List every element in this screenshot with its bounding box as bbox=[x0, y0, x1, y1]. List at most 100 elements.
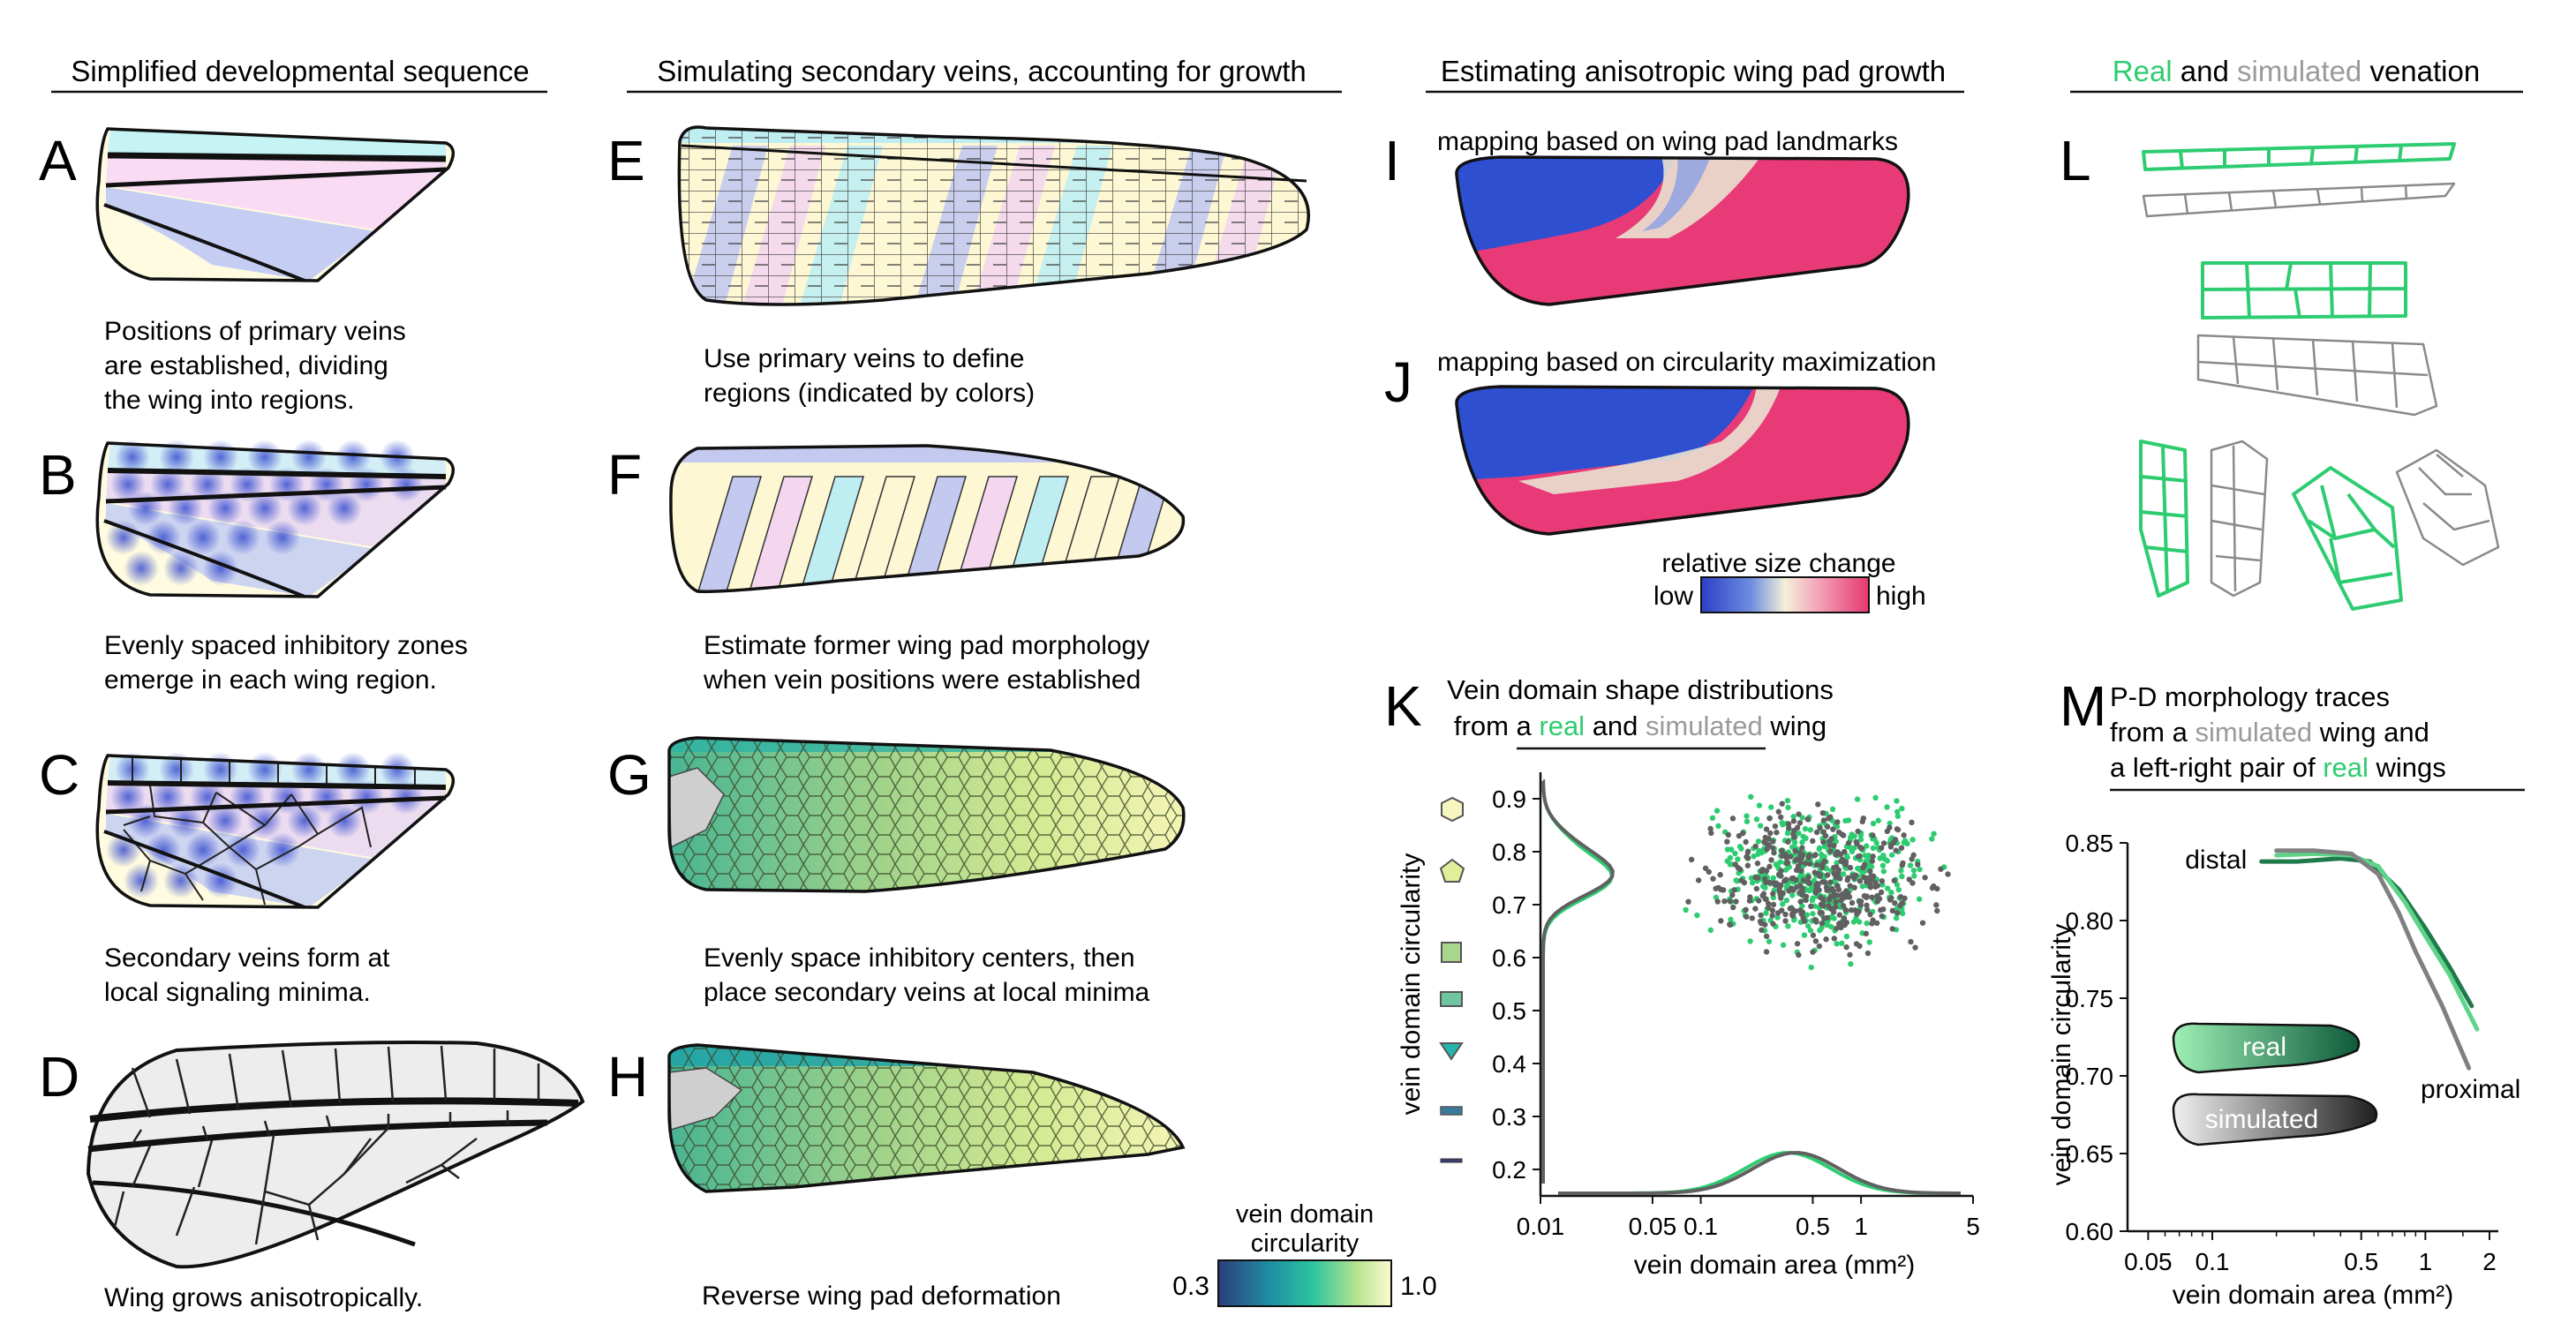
m-title-2b: simulated bbox=[2195, 717, 2312, 748]
k-point bbox=[1837, 876, 1843, 882]
k-point bbox=[1845, 839, 1852, 846]
k-point bbox=[1833, 898, 1839, 906]
k-point bbox=[1804, 923, 1811, 929]
k-point bbox=[1817, 824, 1823, 831]
k-point bbox=[1853, 941, 1860, 947]
m-title-1: P-D morphology traces bbox=[2110, 681, 2390, 712]
k-point bbox=[1779, 907, 1785, 913]
k-density-y bbox=[1541, 779, 1615, 1184]
k-point bbox=[1819, 809, 1827, 816]
panel-letter-h: H bbox=[607, 1045, 648, 1109]
k-point bbox=[1778, 814, 1784, 821]
k-point bbox=[1784, 860, 1791, 866]
m-legend-sim-label: simulated bbox=[2205, 1105, 2318, 1134]
inhibitory-zone bbox=[247, 491, 282, 526]
k-point bbox=[1694, 912, 1700, 919]
k-point bbox=[1816, 943, 1823, 950]
k-point bbox=[1755, 875, 1761, 881]
wing-b-outline bbox=[95, 441, 455, 598]
k-point bbox=[1789, 876, 1795, 882]
k-point bbox=[1792, 908, 1799, 914]
wing-c-vein-1 bbox=[107, 780, 447, 790]
k-point bbox=[1724, 858, 1730, 864]
k-point bbox=[1752, 843, 1759, 850]
sim-strip-2 bbox=[2196, 334, 2438, 417]
k-point bbox=[1842, 921, 1848, 928]
m-x-tick-label: 0.1 bbox=[2196, 1248, 2230, 1275]
k-point bbox=[1757, 823, 1764, 829]
k-point bbox=[1796, 820, 1804, 826]
panel-letter-g: G bbox=[607, 743, 652, 807]
k-point bbox=[1856, 919, 1863, 925]
k-point bbox=[1792, 847, 1798, 854]
k-point bbox=[1748, 793, 1754, 801]
k-point bbox=[1763, 949, 1770, 955]
real-strip-3 bbox=[2139, 440, 2189, 598]
k-point bbox=[1743, 838, 1749, 846]
panel-letter-i: I bbox=[1384, 129, 1400, 192]
inhibitory-zone bbox=[247, 803, 282, 838]
m-legend-sim-swatch bbox=[2172, 1093, 2378, 1146]
k-point bbox=[1811, 903, 1819, 909]
wing-f-fill bbox=[670, 446, 1184, 592]
colorbar-size-title: relative size change bbox=[1661, 549, 1895, 578]
k-y-tick-label: 0.9 bbox=[1492, 786, 1526, 813]
k-title-2d: simulated bbox=[1646, 710, 1763, 741]
wing-b-vein-2 bbox=[105, 485, 447, 504]
wing-c-secondary-veins bbox=[123, 785, 372, 906]
k-point bbox=[1810, 949, 1816, 955]
k-point bbox=[1853, 838, 1859, 846]
sim-strip-1 bbox=[2142, 182, 2456, 218]
k-x-label: vein domain area (mm²) bbox=[1634, 1251, 1915, 1280]
k-point bbox=[1800, 877, 1807, 883]
k-point bbox=[1766, 815, 1773, 822]
k-point bbox=[1774, 914, 1781, 921]
m-title-2a: from a bbox=[2110, 717, 2195, 748]
colorbar-circularity-max: 1.0 bbox=[1400, 1272, 1437, 1301]
k-point bbox=[1893, 847, 1899, 853]
k-point bbox=[1895, 886, 1902, 893]
k-point bbox=[1906, 876, 1912, 883]
k-point bbox=[1796, 811, 1802, 817]
k-point bbox=[1811, 853, 1818, 859]
column-headers: Simplified developmental sequence Simula… bbox=[51, 55, 2523, 94]
k-point bbox=[1803, 861, 1809, 867]
k-point bbox=[1769, 913, 1775, 919]
k-point bbox=[1889, 926, 1895, 932]
k-point bbox=[1899, 873, 1905, 880]
k-point bbox=[1857, 837, 1864, 843]
k-point bbox=[1868, 873, 1874, 879]
k-point bbox=[1724, 838, 1730, 845]
inhibitory-zone bbox=[124, 551, 159, 586]
panel-a: A Positions of primary veins are establi… bbox=[39, 127, 455, 415]
chart-k: 0.01 0.05 0.1 0.5 1 5 0.2 0.3 0.4 0.5 0.6 0.7 0.8 0.9… bbox=[1397, 772, 1980, 1280]
k-point bbox=[1727, 898, 1733, 905]
inhibitory-zone bbox=[380, 752, 415, 787]
k-point bbox=[1731, 887, 1737, 893]
k-point bbox=[1812, 890, 1819, 896]
k-point bbox=[1818, 852, 1825, 858]
wing-c-vein-3 bbox=[103, 830, 305, 909]
wing-d-vein-3 bbox=[92, 1180, 416, 1247]
k-point bbox=[1867, 911, 1873, 918]
k-point bbox=[1847, 864, 1854, 871]
k-point bbox=[1880, 868, 1887, 875]
k-point bbox=[1859, 818, 1866, 825]
k-point bbox=[1767, 830, 1774, 837]
k-point bbox=[1782, 911, 1789, 918]
k-point bbox=[1827, 879, 1834, 885]
inhibitory-zone bbox=[287, 491, 322, 526]
m-trace-real bbox=[2259, 856, 2474, 1009]
caption-f-1: Estimate former wing pad morphology bbox=[704, 631, 1149, 660]
k-point bbox=[1833, 904, 1839, 910]
square-glyph-icon bbox=[1441, 942, 1462, 963]
k-point bbox=[1847, 951, 1853, 958]
k-point bbox=[1794, 941, 1801, 947]
k-point bbox=[1772, 882, 1779, 888]
k-point bbox=[1878, 889, 1885, 896]
panel-letter-m: M bbox=[2060, 674, 2106, 738]
k-point bbox=[1857, 832, 1864, 838]
k-point bbox=[1713, 885, 1719, 891]
k-point bbox=[1859, 883, 1865, 890]
panel-letter-d: D bbox=[39, 1045, 79, 1109]
